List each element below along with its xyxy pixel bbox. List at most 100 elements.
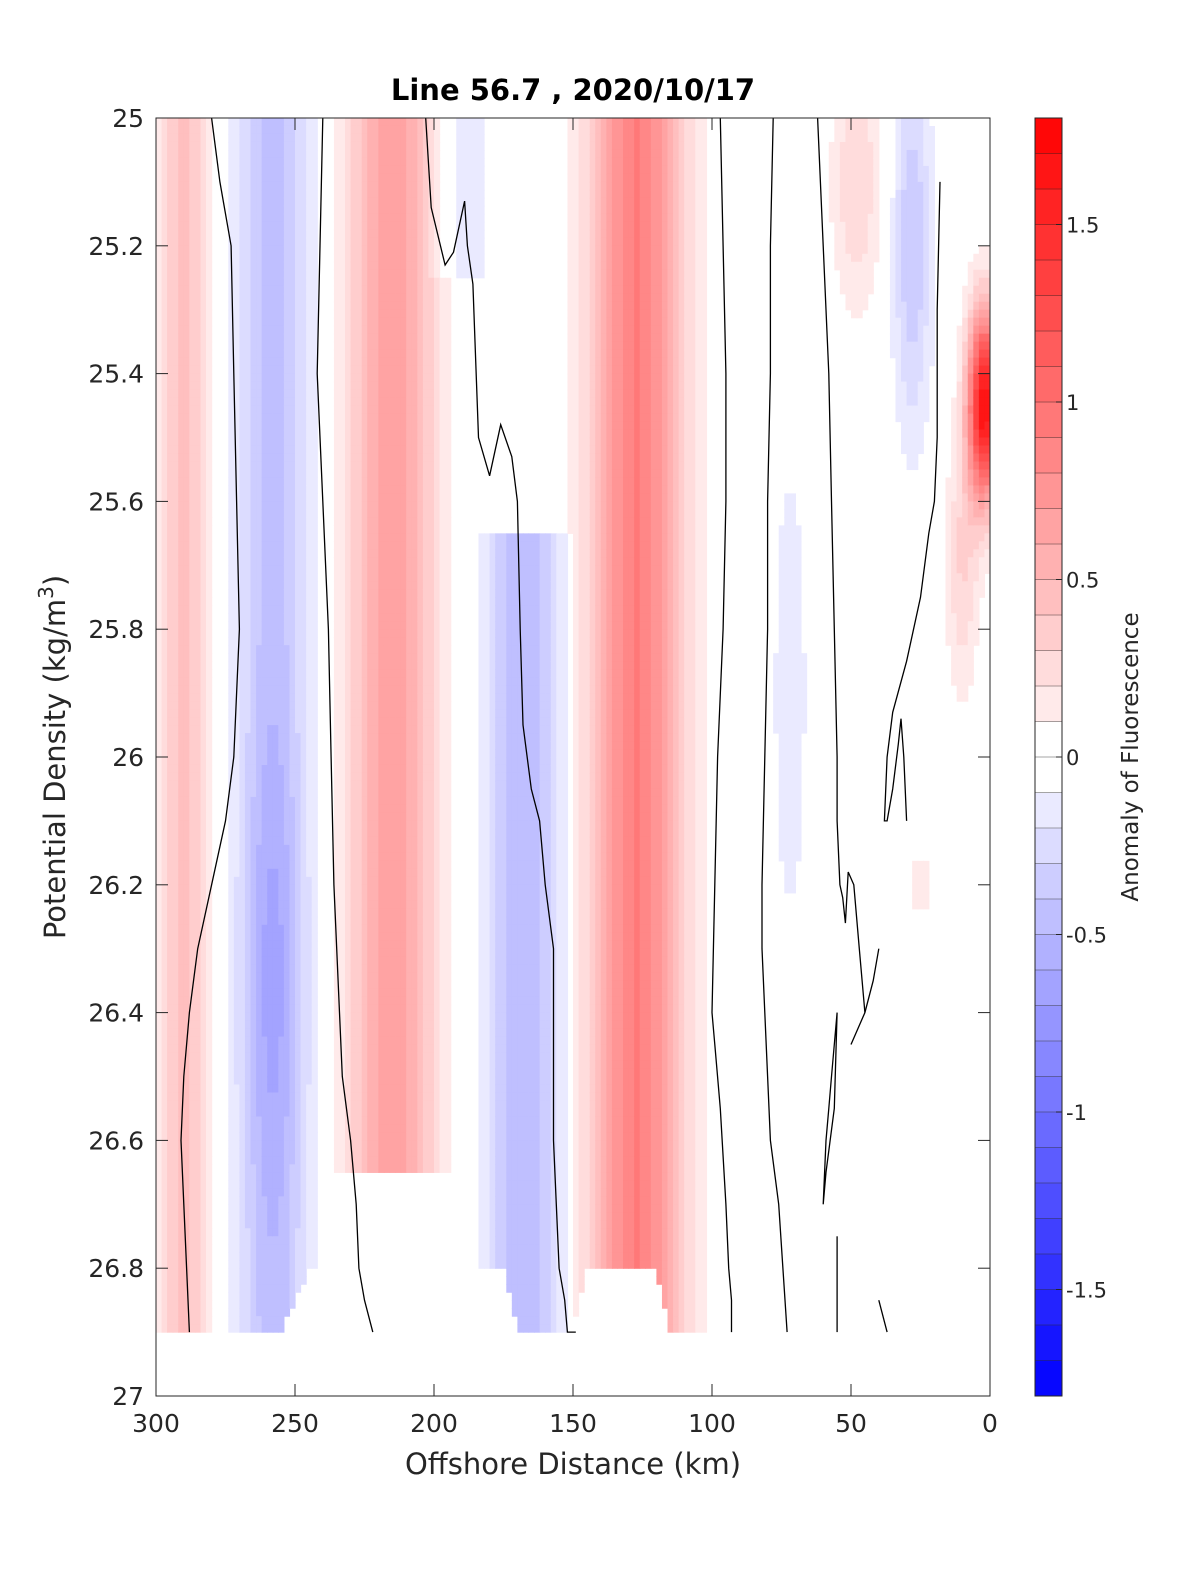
anomaly-cell xyxy=(339,1012,346,1022)
anomaly-cell xyxy=(372,780,379,790)
anomaly-cell xyxy=(361,932,368,942)
anomaly-cell xyxy=(378,237,385,247)
anomaly-cell xyxy=(306,1140,313,1149)
anomaly-cell xyxy=(178,309,185,319)
anomaly-cell xyxy=(278,836,285,846)
anomaly-cell xyxy=(167,533,174,542)
anomaly-cell xyxy=(194,125,202,135)
anomaly-cell xyxy=(161,1060,168,1070)
anomaly-cell xyxy=(161,1084,168,1094)
anomaly-cell xyxy=(183,517,190,526)
anomaly-cell xyxy=(372,245,379,255)
anomaly-cell xyxy=(200,1284,207,1293)
anomaly-cell xyxy=(194,868,202,878)
anomaly-cell xyxy=(361,293,368,303)
anomaly-cell xyxy=(345,653,352,662)
anomaly-cell xyxy=(278,1004,285,1014)
anomaly-cell xyxy=(261,669,268,678)
anomaly-cell xyxy=(289,629,296,638)
anomaly-cell xyxy=(200,804,207,814)
anomaly-cell xyxy=(178,964,185,974)
anomaly-cell xyxy=(244,493,252,502)
anomaly-cell xyxy=(161,437,168,447)
anomaly-cell xyxy=(200,1052,207,1062)
anomaly-cell xyxy=(189,1300,196,1309)
anomaly-cell xyxy=(250,637,257,646)
anomaly-cell xyxy=(244,229,252,239)
anomaly-cell xyxy=(228,860,235,870)
anomaly-cell xyxy=(361,221,368,231)
anomaly-cell xyxy=(167,892,174,902)
anomaly-cell xyxy=(306,589,313,598)
anomaly-cell xyxy=(289,637,296,646)
anomaly-cell xyxy=(295,118,302,127)
anomaly-cell xyxy=(361,1004,368,1014)
anomaly-cell xyxy=(306,317,313,327)
anomaly-cell xyxy=(295,149,302,159)
anomaly-cell xyxy=(300,277,307,287)
anomaly-cell xyxy=(172,1204,179,1213)
anomaly-cell xyxy=(228,1116,235,1126)
anomaly-cell xyxy=(345,509,352,518)
anomaly-cell xyxy=(239,1116,246,1126)
anomaly-cell xyxy=(283,1156,291,1165)
anomaly-cell xyxy=(161,477,168,487)
anomaly-cell xyxy=(372,1084,379,1094)
anomaly-cell xyxy=(311,509,318,518)
anomaly-cell xyxy=(256,453,263,463)
anomaly-cell xyxy=(283,445,291,455)
anomaly-cell xyxy=(228,1220,235,1229)
anomaly-cell xyxy=(239,525,246,534)
anomaly-cell xyxy=(267,1004,274,1014)
anomaly-cell xyxy=(283,389,291,399)
anomaly-cell xyxy=(167,477,174,487)
anomaly-cell xyxy=(350,453,357,463)
anomaly-cell xyxy=(200,948,207,958)
anomaly-cell xyxy=(183,844,190,854)
anomaly-cell xyxy=(306,749,313,758)
anomaly-cell xyxy=(378,189,385,199)
anomaly-cell xyxy=(200,868,207,878)
anomaly-cell xyxy=(200,669,207,678)
anomaly-cell xyxy=(156,1068,163,1078)
anomaly-cell xyxy=(283,661,291,670)
anomaly-cell xyxy=(306,1132,313,1141)
anomaly-cell xyxy=(178,549,185,558)
anomaly-cell xyxy=(283,453,291,463)
anomaly-cell xyxy=(333,365,341,375)
anomaly-cell xyxy=(206,309,213,319)
anomaly-cell xyxy=(311,501,318,510)
anomaly-cell xyxy=(178,860,185,870)
anomaly-cell xyxy=(289,325,296,335)
anomaly-cell xyxy=(156,1276,163,1285)
anomaly-cell xyxy=(189,269,196,279)
anomaly-cell xyxy=(228,149,235,159)
anomaly-cell xyxy=(267,701,274,710)
anomaly-cell xyxy=(356,157,363,167)
anomaly-cell xyxy=(194,621,202,630)
anomaly-cell xyxy=(178,693,185,702)
anomaly-cell xyxy=(350,1156,357,1165)
anomaly-cell xyxy=(172,445,179,455)
anomaly-cell xyxy=(306,733,313,742)
anomaly-cell xyxy=(261,709,268,718)
anomaly-cell xyxy=(283,525,291,534)
anomaly-cell xyxy=(178,844,185,854)
anomaly-cell xyxy=(206,1092,213,1102)
anomaly-cell xyxy=(311,277,318,287)
anomaly-cell xyxy=(261,1084,268,1094)
anomaly-cell xyxy=(250,1164,257,1173)
anomaly-cell xyxy=(356,757,363,766)
anomaly-cell xyxy=(356,453,363,463)
anomaly-cell xyxy=(189,1172,196,1181)
anomaly-cell xyxy=(250,205,257,215)
anomaly-cell xyxy=(372,812,379,822)
anomaly-cell xyxy=(172,517,179,526)
anomaly-cell xyxy=(267,373,274,383)
anomaly-cell xyxy=(194,549,202,558)
anomaly-cell xyxy=(206,1300,213,1309)
anomaly-cell xyxy=(367,1044,374,1054)
anomaly-cell xyxy=(228,573,235,582)
anomaly-cell xyxy=(228,1324,235,1333)
anomaly-cell xyxy=(289,1012,296,1022)
